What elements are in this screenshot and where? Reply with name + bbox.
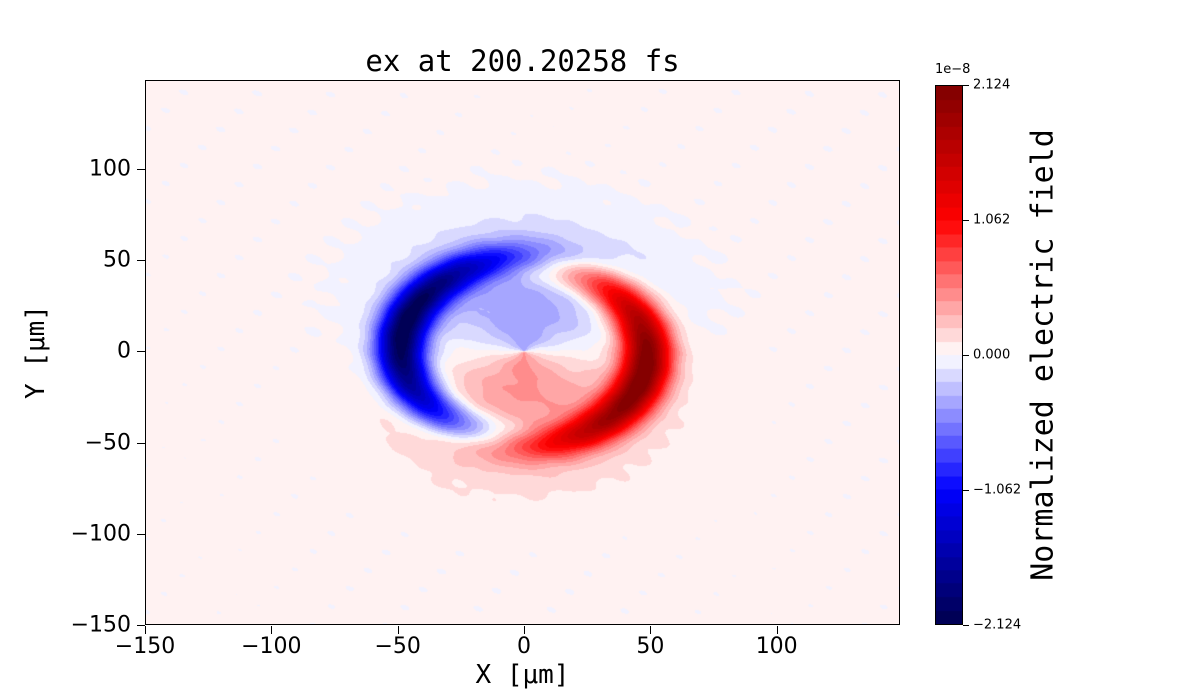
plot-title: ex at 200.20258 fs [365, 44, 680, 78]
x-tick-mark [776, 626, 778, 634]
colorbar-tick-label: 1.062 [973, 212, 1011, 228]
y-tick-label: 50 [103, 247, 131, 273]
y-tick-mark [137, 169, 145, 170]
x-axis-label: X [μm] [475, 660, 570, 690]
y-tick-mark [137, 260, 145, 262]
x-tick-mark [397, 626, 399, 634]
colorbar-tick-mark [963, 85, 969, 86]
y-tick-mark [137, 625, 145, 626]
y-tick-label: −150 [70, 612, 131, 638]
colorbar [935, 85, 963, 625]
x-tick-label: 50 [636, 634, 665, 659]
x-tick-mark [650, 626, 652, 634]
y-tick-mark [137, 533, 145, 535]
y-tick-mark [137, 351, 145, 353]
colorbar-tick-label: −2.124 [973, 617, 1022, 633]
x-tick-label: 100 [755, 634, 798, 659]
colorbar-offset-text: 1e−8 [935, 62, 971, 77]
y-tick-label: 0 [117, 338, 131, 364]
colorbar-label: Normalized electric field [1025, 129, 1061, 581]
x-tick-label: −150 [114, 634, 176, 659]
colorbar-tick-label: −1.062 [973, 482, 1022, 498]
x-tick-mark [145, 626, 146, 634]
colorbar-tick-mark [963, 220, 969, 221]
y-tick-label: 100 [89, 156, 131, 182]
colorbar-tick-mark [963, 355, 969, 356]
y-tick-label: −50 [84, 430, 131, 456]
x-tick-mark [271, 626, 273, 634]
axes [145, 80, 900, 625]
x-tick-label: −100 [241, 634, 302, 659]
colorbar-tick-mark [963, 625, 969, 626]
y-tick-mark [137, 442, 145, 444]
y-tick-label: −100 [70, 521, 131, 547]
colorbar-tick-mark [963, 490, 969, 491]
x-tick-label: 0 [517, 634, 532, 659]
x-tick-label: −50 [374, 634, 421, 659]
colorbar-tick-label: 0.000 [973, 347, 1011, 363]
colorbar-gradient-canvas [936, 86, 962, 624]
field-heatmap-canvas [146, 81, 899, 624]
colorbar-tick-label: 2.124 [973, 77, 1011, 93]
x-tick-mark [524, 626, 526, 634]
